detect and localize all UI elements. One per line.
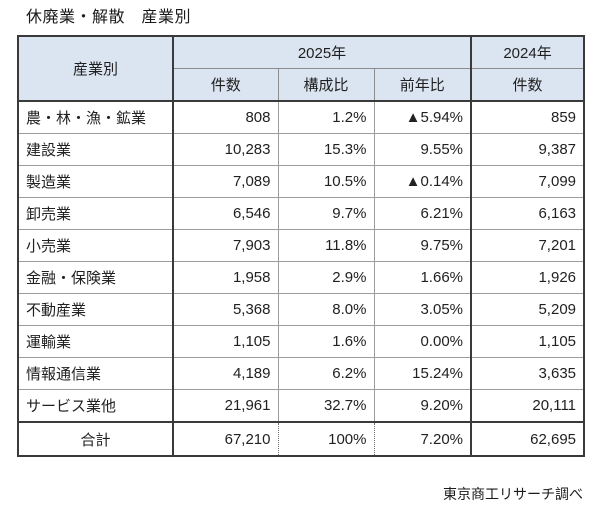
- count-2025-cell: 4,189: [172, 357, 278, 390]
- share-cell: 1.2%: [277, 101, 374, 134]
- count-2025-cell: 1,105: [172, 325, 278, 358]
- table-row: 不動産業 5,368 8.0% 3.05% 5,209: [18, 293, 585, 326]
- table-body: 農・林・漁・鉱業 808 1.2% ▲5.94% 859 建設業 10,283 …: [18, 101, 585, 456]
- yoy-cell: 3.05%: [373, 293, 472, 326]
- industry-cell: 農・林・漁・鉱業: [18, 101, 173, 134]
- count-2025-cell: 21,961: [172, 389, 278, 423]
- total-count-2025-cell: 67,210: [172, 421, 278, 456]
- column-header-yoy: 前年比: [373, 68, 472, 102]
- yoy-cell: 15.24%: [373, 357, 472, 390]
- count-2025-cell: 7,089: [172, 165, 278, 198]
- table-header: 産業別 2025年 2024年 件数 構成比 前年比 件数: [18, 36, 585, 102]
- count-2025-cell: 1,958: [172, 261, 278, 294]
- count-2024-cell: 7,201: [470, 229, 585, 262]
- table-row: 運輸業 1,105 1.6% 0.00% 1,105: [18, 325, 585, 358]
- industry-cell: サービス業他: [18, 389, 173, 423]
- total-count-2024-cell: 62,695: [470, 421, 585, 456]
- share-cell: 11.8%: [277, 229, 374, 262]
- table-row: 製造業 7,089 10.5% ▲0.14% 7,099: [18, 165, 585, 198]
- industry-cell: 情報通信業: [18, 357, 173, 390]
- yoy-cell: 0.00%: [373, 325, 472, 358]
- column-header-count-2024: 件数: [470, 68, 585, 102]
- share-cell: 10.5%: [277, 165, 374, 198]
- source-credit: 東京商工リサーチ調べ: [443, 486, 583, 502]
- table-row: 農・林・漁・鉱業 808 1.2% ▲5.94% 859: [18, 101, 585, 134]
- total-row: 合計 67,210 100% 7.20% 62,695: [18, 421, 585, 456]
- count-2024-cell: 7,099: [470, 165, 585, 198]
- share-cell: 8.0%: [277, 293, 374, 326]
- total-yoy-cell: 7.20%: [373, 421, 472, 456]
- count-2025-cell: 7,903: [172, 229, 278, 262]
- total-share-cell: 100%: [277, 421, 374, 456]
- column-header-industry: 産業別: [18, 36, 174, 102]
- count-2024-cell: 6,163: [470, 197, 585, 230]
- count-2024-cell: 9,387: [470, 133, 585, 166]
- count-2024-cell: 5,209: [470, 293, 585, 326]
- count-2024-cell: 1,926: [470, 261, 585, 294]
- header-row-years: 産業別 2025年 2024年: [18, 36, 585, 102]
- yoy-cell: ▲5.94%: [373, 101, 472, 134]
- industry-cell: 製造業: [18, 165, 173, 198]
- industry-cell: 金融・保険業: [18, 261, 173, 294]
- share-cell: 32.7%: [277, 389, 374, 423]
- count-2024-cell: 3,635: [470, 357, 585, 390]
- industry-cell: 卸売業: [18, 197, 173, 230]
- industry-cell: 建設業: [18, 133, 173, 166]
- share-cell: 9.7%: [277, 197, 374, 230]
- share-cell: 1.6%: [277, 325, 374, 358]
- count-2025-cell: 6,546: [172, 197, 278, 230]
- column-header-count-2025: 件数: [173, 68, 278, 102]
- yoy-cell: 9.55%: [373, 133, 472, 166]
- count-2025-cell: 10,283: [172, 133, 278, 166]
- count-2025-cell: 808: [172, 101, 278, 134]
- table-row: サービス業他 21,961 32.7% 9.20% 20,111: [18, 389, 585, 423]
- share-cell: 15.3%: [277, 133, 374, 166]
- count-2025-cell: 5,368: [172, 293, 278, 326]
- yoy-cell: 6.21%: [373, 197, 472, 230]
- count-2024-cell: 20,111: [470, 389, 585, 423]
- column-header-share: 構成比: [277, 68, 374, 102]
- table-row: 金融・保険業 1,958 2.9% 1.66% 1,926: [18, 261, 585, 294]
- total-label-cell: 合計: [18, 421, 173, 456]
- page-title: 休廃業・解散 産業別: [26, 9, 192, 26]
- yoy-cell: 9.75%: [373, 229, 472, 262]
- column-group-header-2025: 2025年: [173, 36, 472, 69]
- count-2024-cell: 859: [470, 101, 585, 134]
- count-2024-cell: 1,105: [470, 325, 585, 358]
- industry-cell: 小売業: [18, 229, 173, 262]
- yoy-cell: ▲0.14%: [373, 165, 472, 198]
- table-row: 卸売業 6,546 9.7% 6.21% 6,163: [18, 197, 585, 230]
- industry-stats-table: 産業別 2025年 2024年 件数 構成比 前年比 件数 農・林・漁・鉱業 8…: [17, 35, 586, 457]
- yoy-cell: 9.20%: [373, 389, 472, 423]
- yoy-cell: 1.66%: [373, 261, 472, 294]
- table-row: 小売業 7,903 11.8% 9.75% 7,201: [18, 229, 585, 262]
- column-group-header-2024: 2024年: [470, 36, 585, 69]
- share-cell: 2.9%: [277, 261, 374, 294]
- industry-cell: 不動産業: [18, 293, 173, 326]
- share-cell: 6.2%: [277, 357, 374, 390]
- industry-cell: 運輸業: [18, 325, 173, 358]
- header-row-metrics: 件数 構成比 前年比 件数: [18, 68, 585, 102]
- table-row: 建設業 10,283 15.3% 9.55% 9,387: [18, 133, 585, 166]
- table-row: 情報通信業 4,189 6.2% 15.24% 3,635: [18, 357, 585, 390]
